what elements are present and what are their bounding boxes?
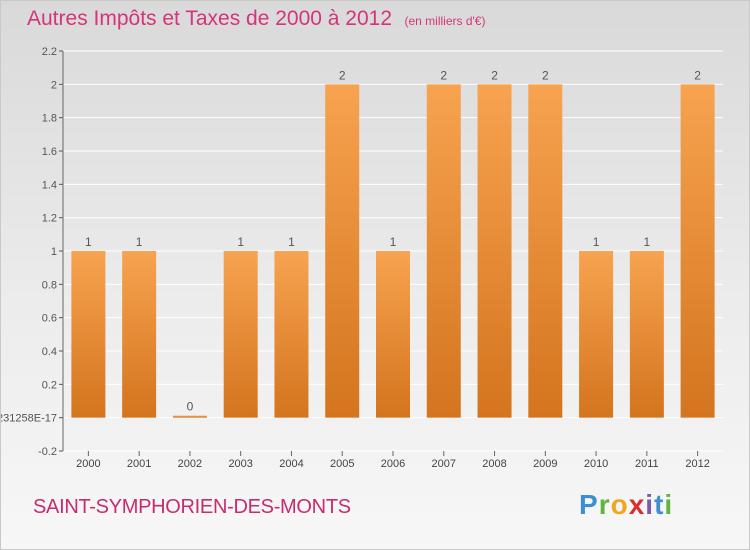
data-label: 2 — [694, 68, 701, 82]
y-tick-label: 1.6 — [42, 146, 57, 158]
title-row: Autres Impôts et Taxes de 2000 à 2012 (e… — [27, 7, 485, 31]
x-tick-label: 2011 — [635, 458, 659, 470]
data-label: 1 — [237, 235, 244, 249]
data-label: 1 — [593, 235, 600, 249]
bar-2000 — [71, 251, 106, 418]
bar-2009 — [528, 84, 563, 418]
data-label: 2 — [339, 68, 346, 82]
x-tick-label: 2008 — [482, 458, 506, 470]
data-label: 2 — [491, 68, 498, 82]
x-tick-label: 2006 — [381, 458, 405, 470]
data-label: 2 — [542, 68, 549, 82]
x-tick-label: 2012 — [685, 458, 709, 470]
x-tick-label: 2003 — [228, 458, 252, 470]
y-tick-label: 0.4 — [42, 346, 57, 358]
y-tick-label: 1.2 — [42, 213, 57, 225]
data-label: 1 — [288, 235, 295, 249]
chart-unit: (en milliers d'€) — [404, 14, 486, 28]
y-tick-label: 0.6 — [42, 313, 57, 325]
data-label: 2 — [440, 68, 447, 82]
x-tick-label: 2004 — [279, 458, 303, 470]
bar-2001 — [122, 251, 157, 418]
y-tick-label: 0.2 — [42, 379, 57, 391]
y-tick-label: 2.2 — [42, 46, 57, 58]
x-tick-label: 2005 — [330, 458, 354, 470]
x-tick-label: 2002 — [178, 458, 202, 470]
bar-2002 — [172, 415, 207, 418]
data-label: 1 — [85, 235, 92, 249]
y-tick-label: 1.8 — [42, 113, 57, 125]
x-tick-label: 2000 — [76, 458, 100, 470]
bar-2011 — [629, 251, 664, 418]
bar-2006 — [376, 251, 410, 418]
x-tick-label: 2001 — [127, 458, 151, 470]
data-label: 1 — [390, 235, 397, 249]
bar-2003 — [223, 251, 258, 418]
chart-title: Autres Impôts et Taxes de 2000 à 2012 — [27, 7, 393, 30]
y-tick-label: -0.2 — [38, 446, 57, 458]
y-tick-label: 1.4 — [42, 179, 57, 191]
bar-2007 — [426, 84, 461, 418]
x-tick-label: 2009 — [533, 458, 557, 470]
bar-2004 — [274, 251, 309, 418]
bar-2008 — [477, 84, 512, 418]
x-tick-label: 2010 — [584, 458, 608, 470]
bar-2005 — [325, 84, 360, 418]
y-tick-label: 0.8 — [42, 279, 57, 291]
y-tick-label: 1 — [51, 246, 57, 258]
x-tick-label: 2007 — [432, 458, 456, 470]
bar-2010 — [579, 251, 614, 418]
data-label: 1 — [644, 235, 651, 249]
bar-2012 — [680, 84, 715, 418]
data-label: 1 — [136, 235, 143, 249]
y-tick-label: -5.5511151231258E-17 — [1, 413, 57, 425]
proxiti-logo: Proxiti — [579, 489, 674, 520]
data-label: 0 — [187, 400, 194, 414]
y-tick-label: 2 — [51, 79, 57, 91]
commune-name: SAINT-SYMPHORIEN-DES-MONTS — [33, 496, 351, 518]
